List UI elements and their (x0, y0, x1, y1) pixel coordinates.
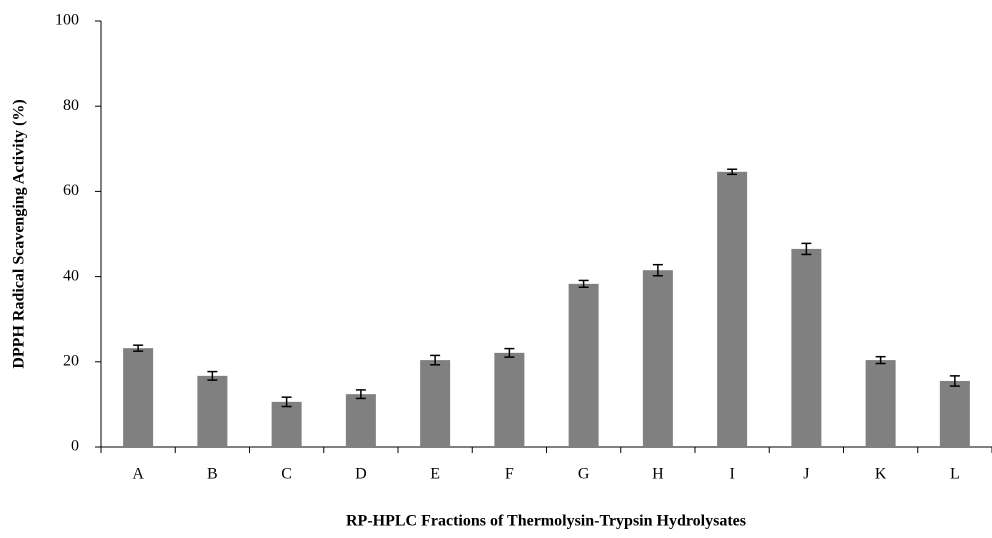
x-tick-label: H (652, 466, 664, 483)
x-tick-label: I (729, 466, 734, 483)
y-tick-label: 100 (55, 12, 79, 29)
error-bar (875, 355, 886, 365)
x-tick-label: G (578, 466, 590, 483)
error-bar (504, 347, 515, 358)
y-tick-label: 0 (71, 438, 79, 455)
x-axis-label: RP-HPLC Fractions of Thermolysin-Trypsin… (346, 513, 746, 530)
x-tick-label: J (803, 466, 809, 483)
x-tick-label: A (132, 466, 144, 483)
bar (271, 401, 302, 447)
y-tick-label: 40 (63, 267, 79, 284)
bar (123, 348, 154, 447)
bar (494, 352, 525, 447)
bar (791, 248, 822, 447)
y-tick-label: 60 (63, 182, 79, 199)
error-bar (727, 168, 738, 176)
error-bar (281, 396, 292, 408)
x-tick-label: F (505, 466, 514, 483)
bar (420, 360, 451, 447)
y-tick-label: 80 (63, 97, 79, 114)
bar (865, 360, 896, 447)
x-tick-label: L (950, 466, 960, 483)
error-bar (133, 344, 144, 352)
y-tick-label: 20 (63, 352, 79, 369)
x-tick-label: C (281, 466, 292, 483)
bar (345, 394, 376, 447)
x-tick-label: E (430, 466, 440, 483)
error-bar (430, 354, 441, 366)
bar (717, 171, 748, 447)
error-bar (207, 370, 218, 381)
y-axis-label: DPPH Radical Scavenging Activity (%) (11, 99, 28, 368)
error-bar (801, 242, 812, 256)
bar (642, 270, 673, 447)
x-tick-label: K (875, 466, 887, 483)
bar (939, 380, 970, 447)
bar (197, 375, 228, 447)
error-bar (652, 263, 663, 277)
x-tick-label: D (355, 466, 367, 483)
x-tick-label: B (207, 466, 218, 483)
error-bar (949, 375, 960, 387)
bar (568, 283, 599, 447)
error-bar (355, 389, 366, 400)
error-bar (578, 279, 589, 288)
